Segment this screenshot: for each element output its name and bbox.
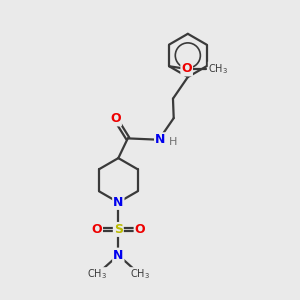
Text: N: N xyxy=(113,249,124,262)
Text: O: O xyxy=(92,223,102,236)
Text: O: O xyxy=(135,223,145,236)
Text: O: O xyxy=(182,62,192,75)
Text: S: S xyxy=(114,223,123,236)
Text: CH$_3$: CH$_3$ xyxy=(130,268,150,281)
Text: N: N xyxy=(155,133,165,146)
Text: N: N xyxy=(113,196,124,209)
Text: CH$_3$: CH$_3$ xyxy=(208,62,228,76)
Text: H: H xyxy=(169,137,177,147)
Text: CH$_3$: CH$_3$ xyxy=(87,268,107,281)
Text: O: O xyxy=(110,112,121,125)
